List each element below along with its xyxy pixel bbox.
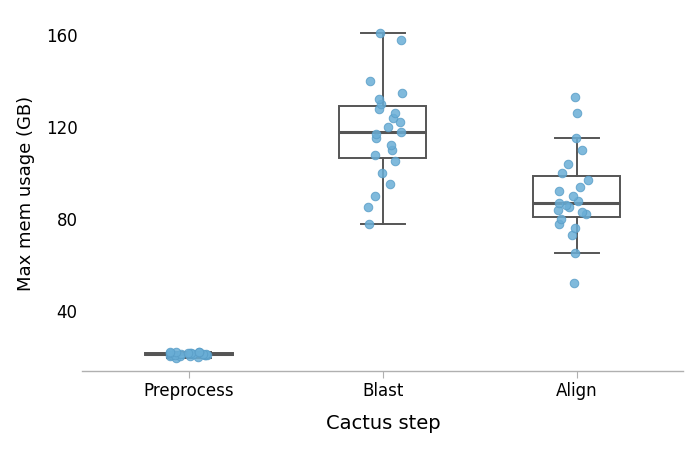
Point bbox=[382, 123, 393, 130]
Point bbox=[164, 350, 175, 357]
Point bbox=[164, 352, 176, 359]
Point bbox=[570, 94, 581, 101]
Y-axis label: Max mem usage (GB): Max mem usage (GB) bbox=[17, 96, 35, 291]
Point bbox=[183, 349, 194, 356]
Point bbox=[395, 128, 407, 135]
Point bbox=[564, 204, 575, 211]
Point bbox=[199, 352, 211, 359]
Point bbox=[553, 220, 564, 227]
Point bbox=[199, 351, 210, 359]
Point bbox=[165, 351, 176, 359]
Point bbox=[395, 119, 406, 126]
Point bbox=[388, 114, 399, 122]
Point bbox=[193, 353, 204, 360]
Point bbox=[184, 350, 195, 357]
Point bbox=[555, 216, 566, 223]
Point bbox=[574, 183, 585, 190]
Point bbox=[374, 29, 385, 36]
Point bbox=[201, 351, 212, 358]
Point bbox=[174, 353, 186, 360]
Point bbox=[572, 197, 583, 204]
Point bbox=[396, 89, 407, 96]
Point bbox=[389, 158, 400, 165]
Point bbox=[576, 208, 587, 216]
Point bbox=[370, 135, 382, 142]
Point bbox=[554, 199, 565, 207]
Point bbox=[185, 352, 196, 360]
Point bbox=[371, 130, 382, 138]
Point bbox=[186, 349, 197, 356]
Point bbox=[375, 100, 386, 108]
Point bbox=[556, 169, 567, 176]
Point bbox=[170, 349, 181, 356]
Point bbox=[363, 204, 374, 211]
X-axis label: Cactus step: Cactus step bbox=[326, 414, 440, 433]
Point bbox=[365, 77, 376, 85]
Point bbox=[570, 225, 581, 232]
Point bbox=[560, 202, 571, 209]
Point bbox=[583, 176, 594, 184]
Point bbox=[395, 36, 407, 43]
PathPatch shape bbox=[146, 353, 232, 356]
Point bbox=[374, 105, 385, 112]
Point bbox=[580, 211, 592, 218]
Point bbox=[373, 96, 384, 103]
Point bbox=[169, 351, 181, 358]
Point bbox=[201, 350, 212, 357]
Point bbox=[194, 348, 205, 356]
Point bbox=[553, 206, 564, 213]
Point bbox=[370, 192, 381, 199]
Point bbox=[363, 220, 374, 227]
Point bbox=[385, 142, 396, 149]
Point bbox=[194, 349, 205, 356]
Point bbox=[563, 160, 574, 167]
Point bbox=[369, 151, 380, 158]
PathPatch shape bbox=[340, 106, 426, 158]
Point bbox=[570, 135, 582, 142]
Point bbox=[188, 351, 199, 358]
Point bbox=[175, 351, 186, 358]
Point bbox=[164, 348, 176, 356]
Point bbox=[376, 169, 387, 176]
PathPatch shape bbox=[533, 176, 620, 216]
Point bbox=[386, 146, 398, 153]
Point bbox=[566, 231, 578, 239]
Point bbox=[568, 280, 580, 287]
Point bbox=[568, 192, 579, 199]
Point bbox=[554, 188, 565, 195]
Point bbox=[570, 250, 581, 257]
Point bbox=[390, 110, 401, 117]
Point bbox=[571, 110, 582, 117]
Point bbox=[197, 350, 209, 357]
Point bbox=[577, 146, 588, 153]
Point bbox=[170, 355, 181, 362]
Point bbox=[384, 181, 395, 188]
